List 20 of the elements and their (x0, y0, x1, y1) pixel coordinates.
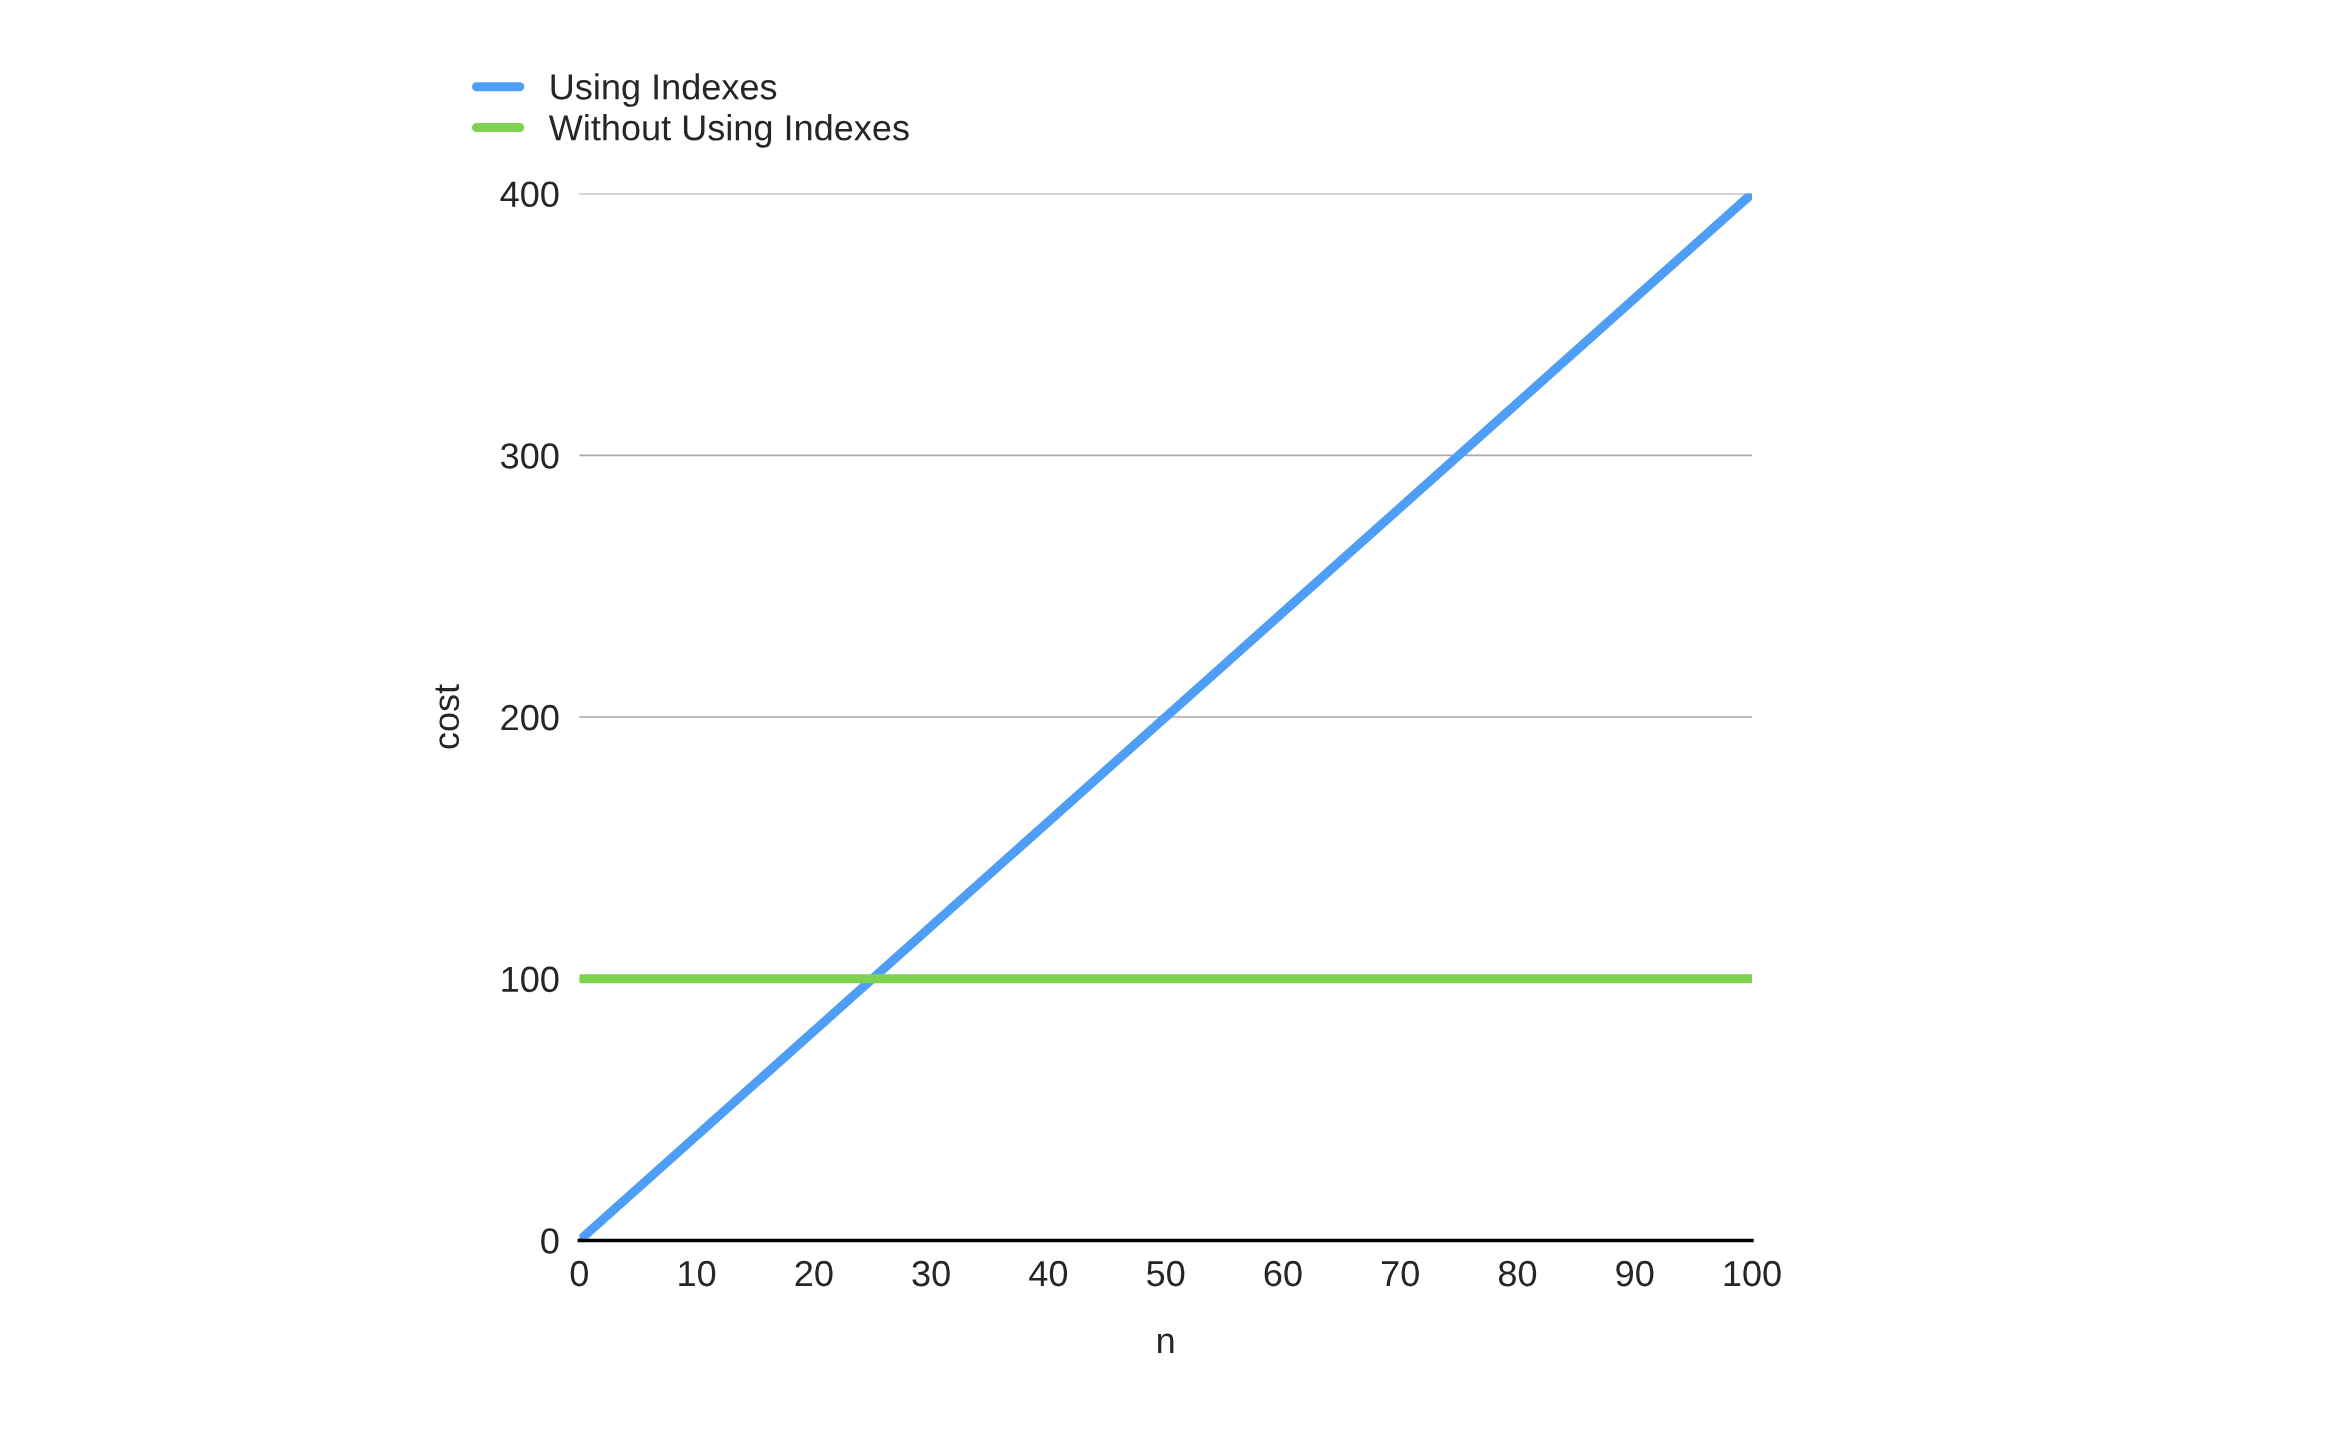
x-tick-label: 80 (1498, 1260, 1537, 1287)
x-tick-label: 90 (1616, 1260, 1654, 1287)
x-axis-title: n (1158, 1333, 1174, 1354)
y-axis-title: cost (435, 684, 460, 749)
x-tick-label: 40 (1029, 1260, 1068, 1287)
y-tick-label: 100 (502, 966, 559, 993)
y-tick-label: 400 (500, 181, 559, 208)
legend-label: Without Using Indexes (548, 114, 909, 148)
x-tick-label: 20 (795, 1260, 833, 1287)
x-tick-label: 10 (679, 1260, 716, 1287)
x-tick-label: 60 (1264, 1260, 1302, 1287)
legend-label: Using Indexes (551, 73, 777, 107)
x-tick-label: 0 (570, 1260, 588, 1287)
x-tick-label: 100 (1724, 1260, 1781, 1287)
y-tick-label: 300 (501, 443, 559, 469)
y-tick-label: 200 (501, 704, 559, 731)
y-tick-label: 0 (541, 1228, 559, 1254)
x-tick-label: 70 (1381, 1260, 1419, 1287)
x-tick-label: 30 (912, 1260, 950, 1287)
x-tick-label: 50 (1147, 1260, 1185, 1287)
